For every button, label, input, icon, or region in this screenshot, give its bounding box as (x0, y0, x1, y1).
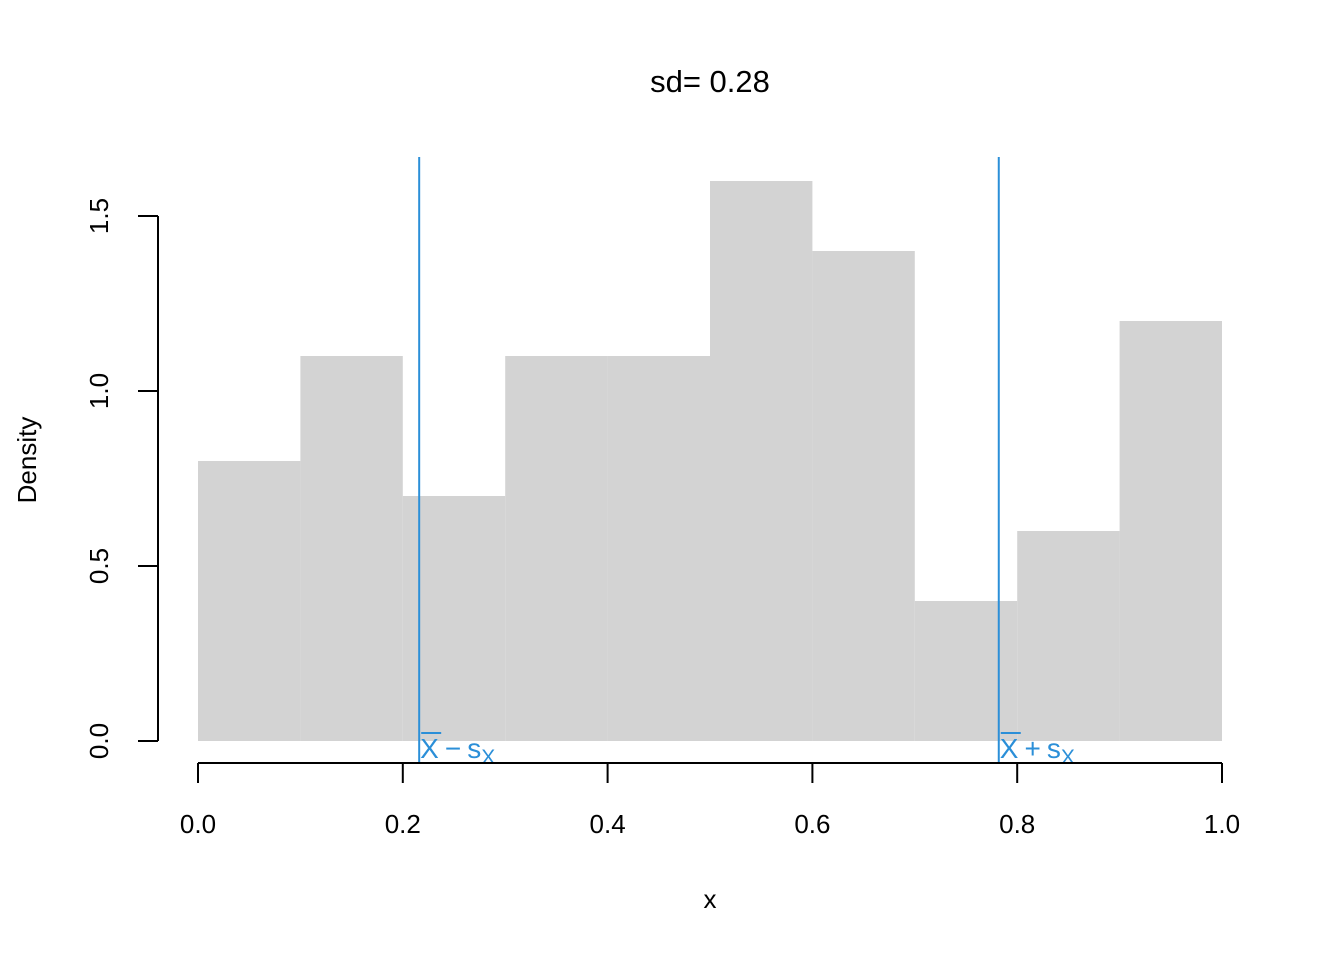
histogram-bars (198, 181, 1222, 741)
x-tick-label: 0.6 (794, 809, 830, 839)
y-tick-label: 1.0 (84, 373, 114, 409)
histogram-bar (1017, 531, 1120, 741)
reference-label: X − sX (420, 733, 495, 769)
reference-label: X + sX (1000, 733, 1075, 769)
x-axis: 0.0 0.2 0.4 0.6 0.8 1.0 (180, 762, 1240, 839)
reference-lines: X − sX X + sX (418, 157, 1075, 769)
histogram-bar (505, 356, 608, 741)
x-axis-label: x (704, 884, 717, 914)
histogram-bar (198, 461, 301, 741)
y-axis: 0.0 0.5 1.0 1.5 (84, 198, 159, 759)
y-tick-label: 1.5 (84, 198, 114, 234)
chart-title: sd= 0.28 (650, 64, 770, 99)
histogram-bar (914, 601, 1018, 741)
histogram-bar (300, 356, 403, 741)
histogram-bar (402, 496, 506, 741)
y-tick-label: 0.5 (84, 548, 114, 584)
x-tick-label: 0.0 (180, 809, 216, 839)
histogram-bar (607, 356, 710, 741)
x-tick-label: 1.0 (1204, 809, 1240, 839)
x-tick-label: 0.8 (999, 809, 1035, 839)
histogram-bar (710, 181, 813, 741)
y-axis-label: Density (12, 417, 42, 504)
y-tick-label: 0.0 (84, 723, 114, 759)
histogram-bar (1119, 321, 1222, 741)
histogram-bar (812, 251, 915, 741)
x-tick-label: 0.4 (590, 809, 626, 839)
x-tick-label: 0.2 (385, 809, 421, 839)
